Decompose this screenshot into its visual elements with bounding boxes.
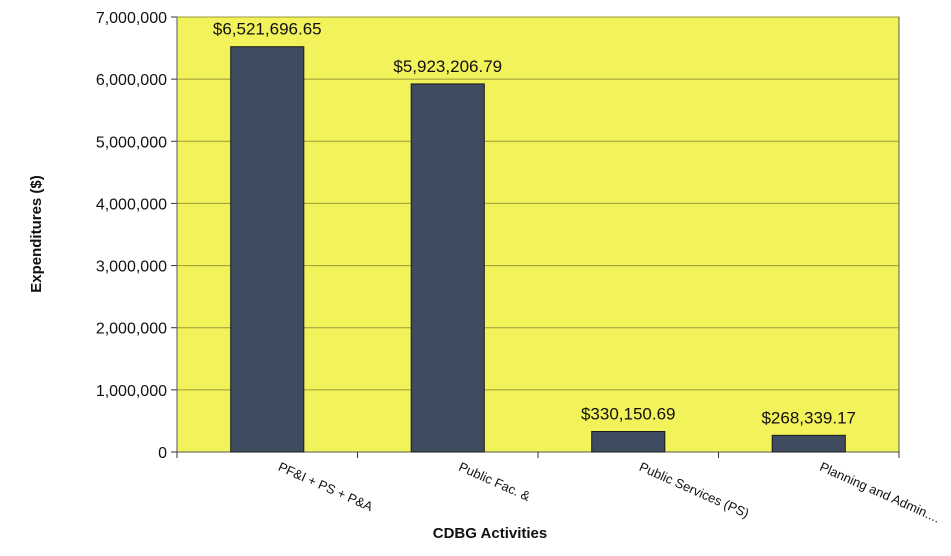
category-label: Planning and Admin.... xyxy=(818,459,943,526)
data-labels: $6,521,696.65 $5,923,206.79 $330,150.69 $26… xyxy=(213,20,856,428)
bar xyxy=(410,83,485,453)
x-axis-title: CDBG Activities xyxy=(433,525,547,542)
category-label: Public Fac. & xyxy=(457,459,533,504)
category-label: Public Services (PS) xyxy=(637,459,751,521)
y-tick-label: 4,000,000 xyxy=(96,196,167,213)
y-tick-label: 6,000,000 xyxy=(96,72,167,89)
data-label: $330,150.69 xyxy=(581,404,676,423)
data-label: $268,339.17 xyxy=(761,408,856,427)
y-tick-label: 1,000,000 xyxy=(96,383,167,400)
bar xyxy=(230,46,305,453)
bar xyxy=(591,430,666,453)
y-axis-title: Expenditures ($) xyxy=(28,175,45,293)
category-label: PF&I + PS + P&A xyxy=(276,459,375,514)
y-tick-label: 7,000,000 xyxy=(96,10,167,27)
y-tick-label: 0 xyxy=(158,445,167,462)
category-labels: PF&I + PS + P&A Public Fac. & Public Servi… xyxy=(176,452,943,526)
bars xyxy=(230,46,846,453)
data-label: $6,521,696.65 xyxy=(213,20,322,39)
y-axis-ticks: 0 1,000,000 2,000,000 3,000,000 4,000,000 5,0… xyxy=(96,10,177,462)
y-tick-label: 3,000,000 xyxy=(96,259,167,276)
y-tick-label: 2,000,000 xyxy=(96,321,167,338)
y-tick-label: 5,000,000 xyxy=(96,134,167,151)
bar xyxy=(771,434,846,453)
data-label: $5,923,206.79 xyxy=(393,57,502,76)
